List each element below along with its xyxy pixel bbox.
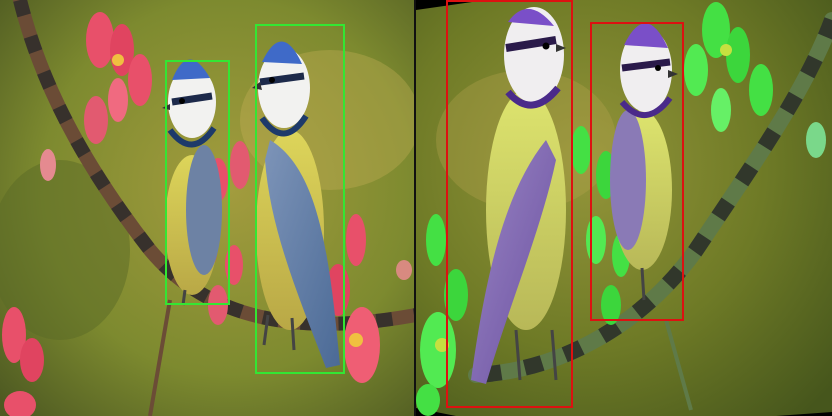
bbox-bird-right bbox=[255, 24, 345, 374]
bbox-bird-augmented-small bbox=[590, 22, 684, 321]
left-photo bbox=[0, 0, 416, 416]
flower-cluster-top bbox=[84, 12, 152, 144]
bird-left bbox=[162, 59, 222, 306]
left-panel-original bbox=[0, 0, 416, 416]
bird-augmented-small bbox=[610, 23, 678, 301]
panel-divider bbox=[414, 0, 417, 416]
right-photo bbox=[416, 0, 832, 416]
bbox-bird-left bbox=[165, 60, 230, 305]
bird-right bbox=[252, 41, 340, 368]
green-flower-cluster-top bbox=[684, 2, 773, 132]
bbox-bird-augmented-large bbox=[446, 0, 573, 408]
bird-augmented-large bbox=[471, 7, 566, 384]
right-panel-augmented bbox=[416, 0, 832, 416]
